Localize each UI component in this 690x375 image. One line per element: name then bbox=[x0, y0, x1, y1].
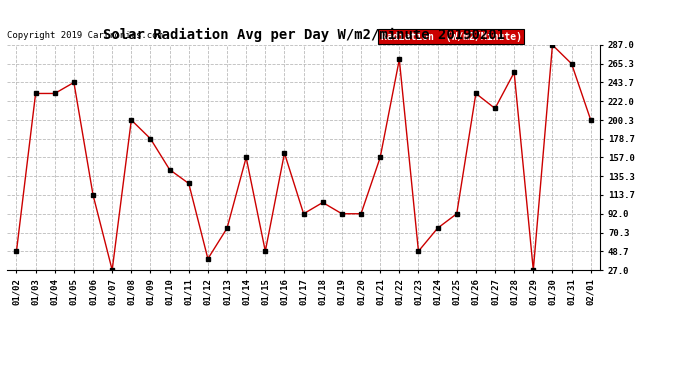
Title: Solar Radiation Avg per Day W/m2/minute 20190201: Solar Radiation Avg per Day W/m2/minute … bbox=[103, 28, 504, 42]
Text: Radiation  (W/m2/Minute): Radiation (W/m2/Minute) bbox=[381, 32, 522, 42]
Text: Copyright 2019 Cartronics.com: Copyright 2019 Cartronics.com bbox=[7, 32, 163, 40]
